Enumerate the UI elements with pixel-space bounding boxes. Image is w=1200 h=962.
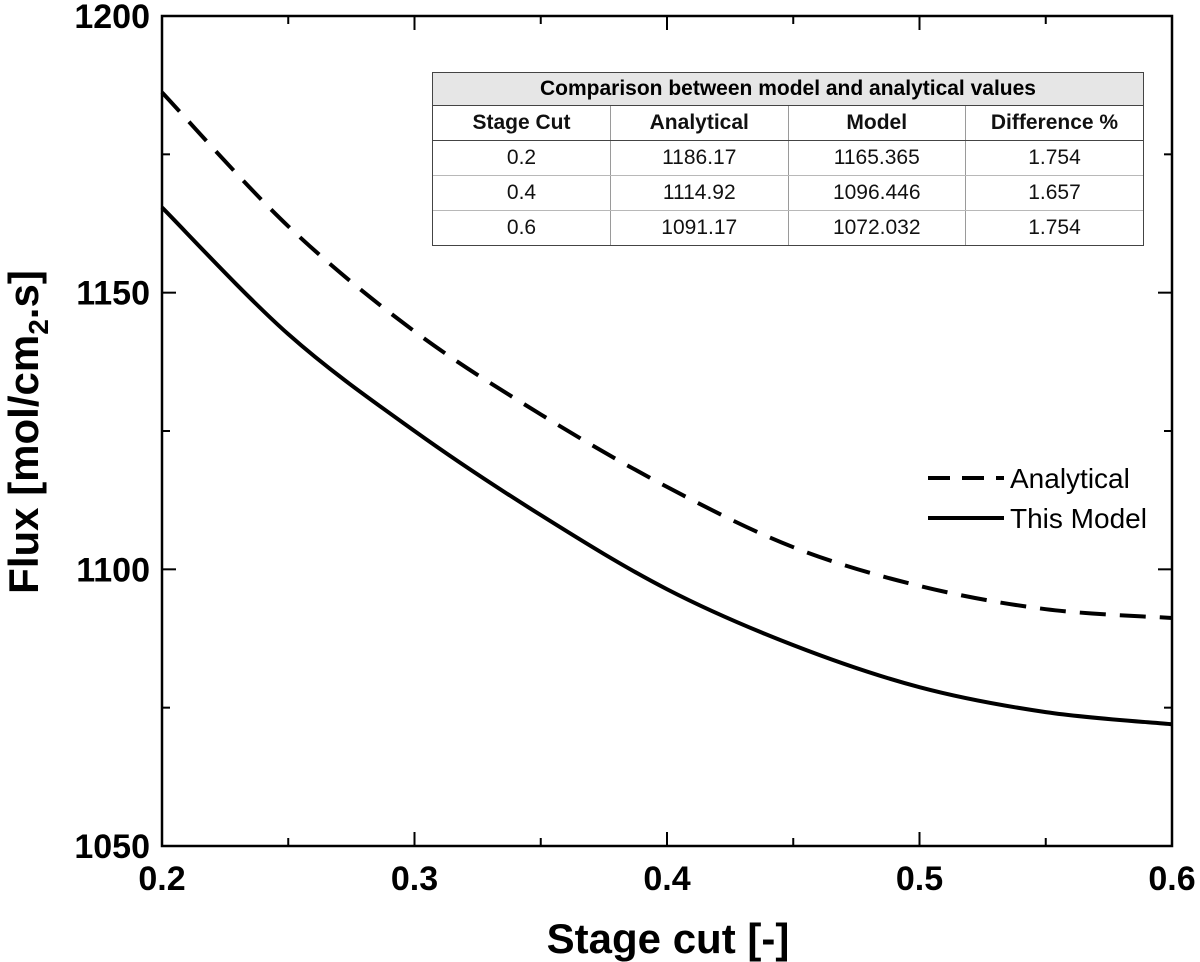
series-layer: [160, 90, 1173, 727]
table-row: 0.2 1186.17 1165.365 1.754: [433, 140, 1143, 177]
table-cell: 1091.17: [610, 210, 789, 245]
y-axis-title-subscript: 2: [23, 319, 54, 335]
y-axis-title-main: Flux [mol/cm: [0, 335, 47, 594]
y-tick-label: 1050: [74, 828, 150, 866]
y-axis-title-tail: .s]: [0, 270, 47, 319]
series-line-this-model: [160, 206, 1173, 727]
table-header-model: Model: [788, 105, 966, 141]
table-cell: 1.657: [965, 175, 1143, 212]
y-tick-label: 1200: [74, 0, 150, 36]
table-cell: 0.2: [433, 140, 611, 177]
y-axis-title: Flux [mol/cm2.s]: [0, 270, 54, 594]
legend: Analytical This Model: [928, 463, 1147, 534]
table-header-difference: Difference %: [965, 105, 1143, 141]
x-tick-label: 0.6: [1148, 860, 1195, 898]
comparison-table: Comparison between model and analytical …: [433, 73, 1143, 245]
y-tick-label: 1150: [76, 275, 150, 313]
legend-label-this-model: This Model: [1010, 503, 1147, 534]
table-cell: 1.754: [965, 140, 1143, 177]
table-cell: 1.754: [1028, 216, 1081, 240]
table-cell: 1072.032: [788, 210, 966, 245]
x-axis-title: Stage cut [-]: [547, 915, 790, 962]
x-tick-label: 0.5: [896, 860, 943, 898]
x-tick-label: 0.3: [391, 860, 438, 898]
table-row: 0.4 1114.92 1096.446 1.657: [433, 175, 1143, 212]
legend-label-analytical: Analytical: [1010, 463, 1130, 494]
table-cell: 0.4: [433, 175, 611, 212]
table-cell: 1186.17: [610, 140, 789, 177]
table-cell: 0.6: [433, 210, 611, 245]
inset-comparison-table: Comparison between model and analytical …: [432, 72, 1144, 246]
table-cell: 1114.92: [610, 175, 789, 212]
axes: 0.2 0.3 0.4 0.5 0.6 1050 1100 1150 1200: [74, 0, 1195, 898]
series-line-analytical: [160, 90, 1173, 621]
table-cell: 1096.446: [788, 175, 966, 212]
x-tick-label: 0.2: [138, 860, 185, 898]
table-title: Comparison between model and analytical …: [433, 73, 1143, 106]
table-header-analytical: Analytical: [610, 105, 789, 141]
y-tick-label: 1100: [76, 551, 150, 589]
table-header-stage-cut: Stage Cut: [433, 105, 611, 141]
x-tick-label: 0.4: [643, 860, 690, 898]
table-row: 0.6 1091.17 1072.032 1.754: [433, 210, 1143, 245]
table-cell: 1165.365: [788, 140, 966, 177]
